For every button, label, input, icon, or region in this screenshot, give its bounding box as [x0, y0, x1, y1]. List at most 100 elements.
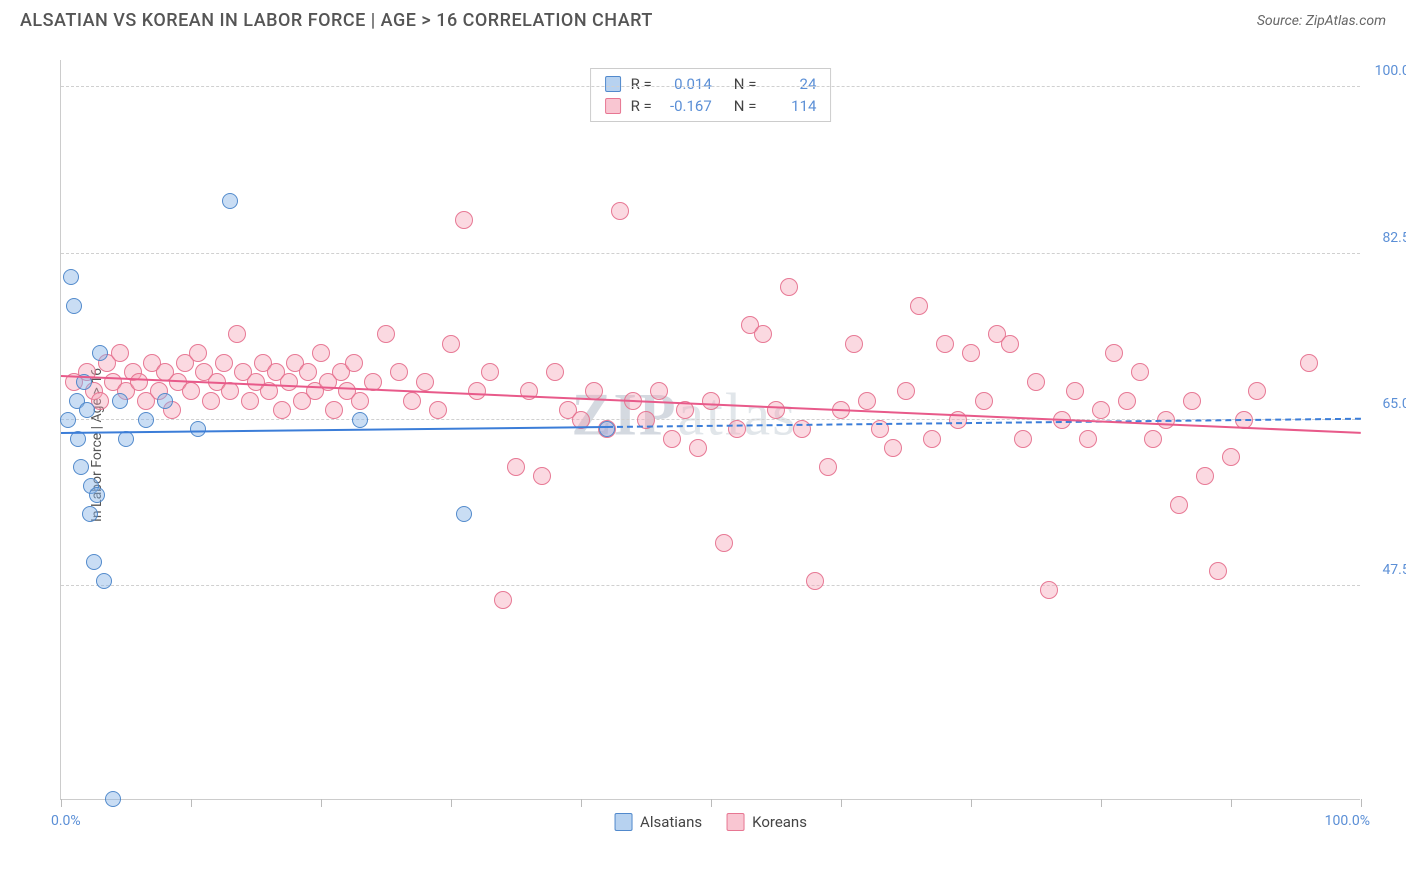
data-point [130, 373, 148, 391]
data-point [858, 392, 876, 410]
data-point [728, 420, 746, 438]
n-label: N = [734, 75, 757, 93]
chart-title: ALSATIAN VS KOREAN IN LABOR FORCE | AGE … [20, 10, 653, 31]
legend-label: Koreans [752, 813, 807, 831]
data-point [936, 335, 954, 353]
data-point [190, 421, 206, 437]
data-point [351, 392, 369, 410]
data-point [66, 298, 82, 314]
data-point [157, 393, 173, 409]
x-tick [1361, 799, 1362, 807]
data-point [599, 421, 615, 437]
x-tick [971, 799, 972, 807]
chart-header: ALSATIAN VS KOREAN IN LABOR FORCE | AGE … [0, 0, 1406, 36]
r-label: R = [631, 97, 652, 115]
data-point [819, 458, 837, 476]
data-point [105, 791, 121, 807]
r-label: R = [631, 75, 652, 93]
r-value: 0.014 [662, 75, 712, 93]
data-point [663, 430, 681, 448]
data-point [481, 363, 499, 381]
data-point [222, 193, 238, 209]
x-axis-max-label: 100.0% [1325, 813, 1370, 829]
data-point [111, 344, 129, 362]
data-point [1131, 363, 1149, 381]
data-point [1248, 382, 1266, 400]
data-point [1027, 373, 1045, 391]
data-point [1209, 562, 1227, 580]
data-point [533, 467, 551, 485]
data-point [897, 382, 915, 400]
legend-swatch [726, 813, 744, 831]
data-point [82, 506, 98, 522]
data-point [650, 382, 668, 400]
data-point [611, 202, 629, 220]
data-point [1040, 581, 1058, 599]
data-point [767, 401, 785, 419]
data-point [1170, 496, 1188, 514]
correlation-row: R =-0.167N =114 [605, 95, 817, 117]
data-point [60, 412, 76, 428]
data-point [689, 439, 707, 457]
data-point [273, 401, 291, 419]
data-point [1183, 392, 1201, 410]
data-point [1092, 401, 1110, 419]
data-point [92, 345, 108, 361]
data-point [546, 363, 564, 381]
data-point [1144, 430, 1162, 448]
data-point [845, 335, 863, 353]
legend-label: Alsatians [640, 813, 702, 831]
data-point [429, 401, 447, 419]
x-tick [321, 799, 322, 807]
chart-source: Source: ZipAtlas.com [1257, 13, 1386, 29]
data-point [468, 382, 486, 400]
data-point [962, 344, 980, 362]
correlation-row: R =0.014N =24 [605, 73, 817, 95]
data-point [89, 487, 105, 503]
data-point [63, 269, 79, 285]
data-point [1014, 430, 1032, 448]
data-point [456, 506, 472, 522]
y-tick-label: 82.5% [1365, 230, 1406, 246]
data-point [352, 412, 368, 428]
data-point [754, 325, 772, 343]
data-point [182, 382, 200, 400]
data-point [702, 392, 720, 410]
grid-line [61, 253, 1360, 254]
x-tick [451, 799, 452, 807]
x-tick [191, 799, 192, 807]
data-point [1001, 335, 1019, 353]
data-point [923, 430, 941, 448]
data-point [112, 393, 128, 409]
data-point [377, 325, 395, 343]
data-point [228, 325, 246, 343]
legend-swatch [614, 813, 632, 831]
data-point [442, 335, 460, 353]
data-point [1300, 354, 1318, 372]
data-point [86, 554, 102, 570]
y-tick-label: 100.0% [1365, 63, 1406, 79]
data-point [325, 401, 343, 419]
data-point [299, 363, 317, 381]
y-tick-label: 65.0% [1365, 396, 1406, 412]
chart-container: In Labor Force | Age > 16 ZIPatlas R =0.… [50, 50, 1380, 840]
plot-area: ZIPatlas R =0.014N =24R =-0.167N =114 0.… [60, 60, 1360, 800]
data-point [79, 402, 95, 418]
x-tick [1101, 799, 1102, 807]
data-point [494, 591, 512, 609]
data-point [345, 354, 363, 372]
y-tick-label: 47.5% [1365, 562, 1406, 578]
data-point [416, 373, 434, 391]
data-point [455, 211, 473, 229]
grid-line [61, 585, 1360, 586]
x-tick [581, 799, 582, 807]
data-point [1066, 382, 1084, 400]
legend-swatch [605, 76, 621, 92]
x-tick [711, 799, 712, 807]
data-point [1118, 392, 1136, 410]
data-point [1196, 467, 1214, 485]
data-point [96, 573, 112, 589]
data-point [1222, 448, 1240, 466]
r-value: -0.167 [662, 97, 712, 115]
legend-swatch [605, 98, 621, 114]
